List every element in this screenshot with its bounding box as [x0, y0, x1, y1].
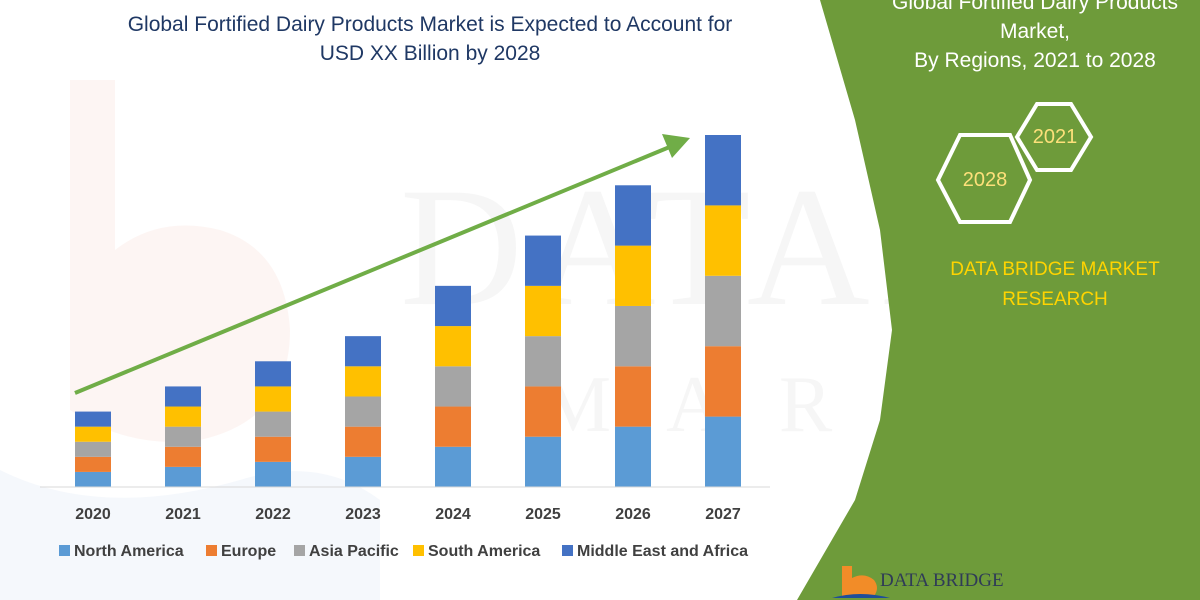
bar-segment-2024-middle-east-and-africa	[435, 285, 471, 327]
bar-segment-2020-north-america	[75, 471, 111, 487]
bar-segment-2027-north-america	[705, 416, 741, 487]
bar-segment-2023-south-america	[345, 366, 381, 397]
legend: North America Europe Asia Pacific South Ame…	[59, 543, 748, 560]
bar-segment-2026-middle-east-and-africa	[615, 185, 651, 246]
bar-segment-2024-europe	[435, 406, 471, 447]
x-tick-label: 2023	[345, 506, 381, 523]
bar-segment-2023-asia-pacific	[345, 396, 381, 427]
bar-segment-2026-south-america	[615, 245, 651, 306]
bar-segment-2024-south-america	[435, 326, 471, 367]
bar-segment-2022-asia-pacific	[255, 411, 291, 437]
stacked-bar-chart: 2020 2021 2022 2023 2024 2025 2026 2027 North A…	[40, 134, 770, 560]
trend-arrow-icon	[74, 134, 690, 395]
bar-segment-2027-asia-pacific	[705, 275, 741, 347]
x-tick-label: 2022	[255, 506, 291, 523]
bar-segment-2021-europe	[165, 446, 201, 467]
bar-segment-2025-europe	[525, 386, 561, 437]
legend-swatch	[59, 545, 70, 556]
trend-arrow-head	[662, 134, 690, 158]
brand-name: DATA BRIDGE MARKET RESEARCH	[905, 255, 1200, 315]
bar-segment-2027-europe	[705, 346, 741, 417]
x-tick-label: 2026	[615, 506, 651, 523]
hexagon-big-icon	[935, 133, 1033, 224]
hexagon-small-icon	[1014, 102, 1094, 172]
bar-segment-2022-south-america	[255, 386, 291, 412]
bar-segment-2026-asia-pacific	[615, 305, 651, 367]
panel-title-line2: Market,	[999, 20, 1070, 43]
bar-segment-2021-south-america	[165, 406, 201, 427]
bar-segment-2020-europe	[75, 456, 111, 472]
bar-segment-2022-middle-east-and-africa	[255, 361, 291, 387]
bar-segment-2020-south-america	[75, 426, 111, 442]
legend-item: Asia Pacific	[294, 543, 399, 560]
x-tick-label: 2020	[75, 506, 111, 523]
hex-label-small: 2021	[1032, 126, 1078, 148]
hex-label-big: 2028	[962, 169, 1008, 191]
bar-segment-2023-middle-east-and-africa	[345, 336, 381, 367]
panel-title: Global Fortified Dairy Products Market, …	[835, 0, 1200, 75]
legend-label: Europe	[221, 543, 276, 560]
brand-line1: DATA BRIDGE MARKET	[950, 259, 1160, 280]
legend-swatch	[294, 545, 305, 556]
legend-item: Middle East and Africa	[562, 543, 748, 560]
legend-swatch	[206, 545, 217, 556]
bar-segment-2021-middle-east-and-africa	[165, 386, 201, 407]
chart-title: Global Fortified Dairy Products Market i…	[60, 10, 800, 68]
legend-item: South America	[413, 543, 540, 560]
bar-segment-2022-north-america	[255, 461, 291, 487]
panel-title-line1: Global Fortified Dairy Products	[892, 0, 1178, 14]
legend-label: Asia Pacific	[309, 543, 399, 560]
bar-segment-2025-north-america	[525, 436, 561, 487]
brand-line2: RESEARCH	[1002, 289, 1108, 310]
bar-segment-2020-middle-east-and-africa	[75, 411, 111, 427]
legend-swatch	[562, 545, 573, 556]
legend-item: North America	[59, 543, 184, 560]
bar-segment-2025-middle-east-and-africa	[525, 235, 561, 286]
legend-label: Middle East and Africa	[577, 543, 748, 560]
x-tick-label: 2027	[705, 506, 741, 523]
bar-segment-2024-asia-pacific	[435, 366, 471, 407]
bar-segment-2027-south-america	[705, 205, 741, 276]
bar-segment-2026-north-america	[615, 426, 651, 487]
legend-swatch	[413, 545, 424, 556]
x-axis-labels: 2020 2021 2022 2023 2024 2025 2026 2027	[75, 506, 741, 523]
legend-label: North America	[74, 543, 184, 560]
x-tick-label: 2025	[525, 506, 561, 523]
bar-segment-2022-europe	[255, 436, 291, 462]
bar-segment-2026-europe	[615, 366, 651, 427]
legend-item: Europe	[206, 543, 276, 560]
bar-segment-2027-middle-east-and-africa	[705, 135, 741, 206]
trend-arrow-shaft	[74, 144, 673, 395]
x-tick-label: 2021	[165, 506, 201, 523]
footer-logo-icon	[832, 566, 890, 598]
bar-segment-2021-north-america	[165, 466, 201, 487]
bar-segment-2021-asia-pacific	[165, 426, 201, 447]
bar-segment-2023-north-america	[345, 456, 381, 487]
chart-title-line2: USD XX Billion by 2028	[319, 42, 541, 65]
bar-segment-2024-north-america	[435, 446, 471, 487]
bar-segment-2025-south-america	[525, 285, 561, 337]
footer-brand-text: DATA BRIDGE	[880, 570, 1004, 591]
panel-title-line3: By Regions, 2021 to 2028	[914, 49, 1156, 72]
bar-group	[75, 135, 741, 487]
x-tick-label: 2024	[435, 506, 471, 523]
bar-segment-2025-asia-pacific	[525, 336, 561, 387]
bar-segment-2023-europe	[345, 426, 381, 457]
bar-segment-2020-asia-pacific	[75, 441, 111, 457]
chart-title-line1: Global Fortified Dairy Products Market i…	[127, 13, 733, 36]
legend-label: South America	[428, 543, 540, 560]
